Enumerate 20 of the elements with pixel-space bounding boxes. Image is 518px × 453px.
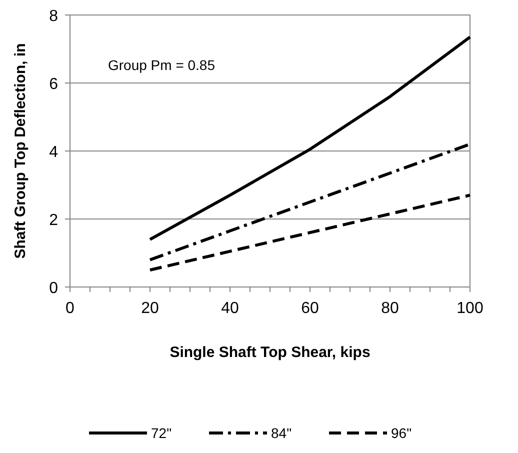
line-series <box>148 36 472 241</box>
x-tick-label: 80 <box>381 300 399 317</box>
y-tick-label: 8 <box>49 8 58 25</box>
x-tick-label: 40 <box>221 300 239 317</box>
legend-label: 96" <box>391 425 412 441</box>
x-tick-label: 0 <box>66 300 75 317</box>
y-tick-label: 4 <box>49 144 58 161</box>
annotation: Group Pm = 0.85 <box>108 57 216 73</box>
line-series <box>148 194 472 272</box>
y-tick-label: 2 <box>49 212 58 229</box>
x-tick-label: 20 <box>141 300 159 317</box>
x-tick-label: 60 <box>301 300 319 317</box>
line-series <box>148 142 472 262</box>
y-axis-title: Shaft Group Top Deflection, in <box>12 43 29 259</box>
legend-label: 84" <box>271 425 292 441</box>
y-tick-label: 0 <box>49 280 58 297</box>
y-tick-label: 6 <box>49 76 58 93</box>
legend-label: 72" <box>151 425 172 441</box>
x-tick-label: 100 <box>456 300 484 317</box>
x-axis-title: Single Shaft Top Shear, kips <box>170 344 370 361</box>
